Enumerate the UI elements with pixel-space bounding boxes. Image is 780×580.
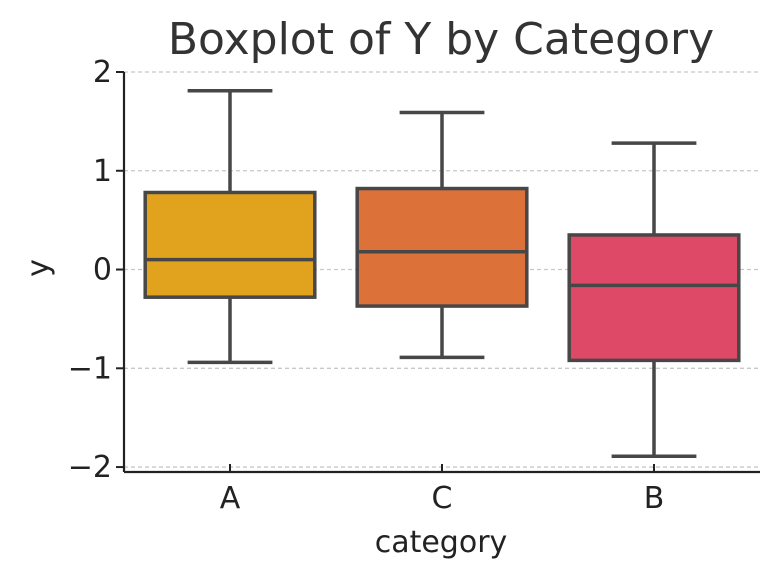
chart-title: Boxplot of Y by Category	[168, 14, 714, 65]
x-tick-label-a: A	[220, 481, 241, 516]
y-axis-label: y	[21, 259, 56, 277]
box-b	[567, 141, 741, 458]
y-tick-label-4: 2	[93, 55, 112, 90]
y-tick-label-0: −2	[68, 450, 112, 485]
x-tick-label-b: B	[644, 481, 665, 516]
x-axis-label: category	[375, 525, 508, 560]
y-tick-label-1: −1	[68, 351, 112, 386]
box-group	[143, 89, 741, 458]
box-body-b	[567, 233, 741, 363]
box-body-c	[355, 186, 529, 308]
y-tick-label-3: 1	[93, 154, 112, 189]
box-a	[143, 89, 317, 365]
x-tick-label-c: C	[432, 481, 453, 516]
axes: −2 −1 0 1 2 A C B	[68, 55, 760, 516]
box-c	[355, 110, 529, 360]
y-tick-label-2: 0	[93, 253, 112, 288]
box-body-a	[143, 190, 317, 299]
